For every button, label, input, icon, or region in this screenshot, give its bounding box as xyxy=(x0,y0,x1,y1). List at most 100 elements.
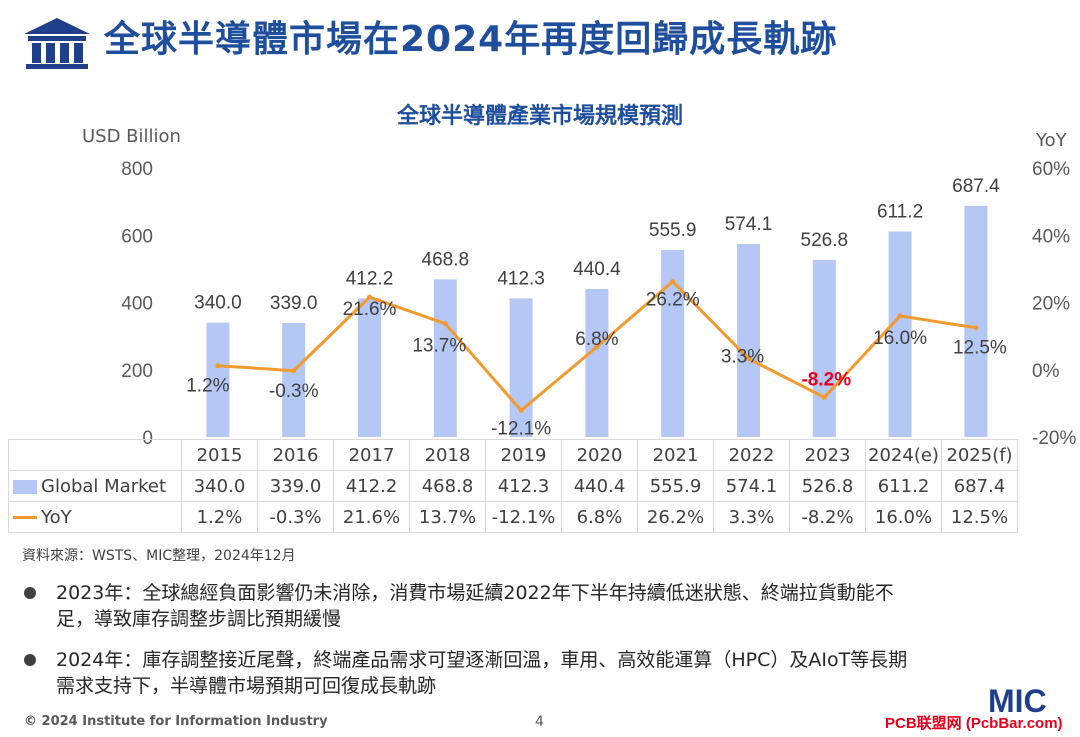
table-row-categories: 2015 2016 2017 2018 2019 2020 2021 2022 2023 2024… xyxy=(8,439,1018,471)
legend-yoy: YoY xyxy=(8,501,182,533)
page-number: 4 xyxy=(535,714,544,730)
bullet-dot-icon xyxy=(24,587,36,599)
category-tick-label: 2023 xyxy=(789,439,866,471)
table-cell-market: 687.4 xyxy=(941,470,1018,502)
right-axis-tick-label: 40% xyxy=(1032,226,1070,247)
chart-title: 全球半導體產業市場規模預測 xyxy=(396,104,683,129)
bar-2024(e) xyxy=(888,231,912,437)
table-cell-yoy: 3.3% xyxy=(713,501,790,533)
bullet-line: 2024年：庫存調整接近尾聲，終端產品需求可望逐漸回溫，車用、高效能運算（HPC… xyxy=(56,649,908,671)
table-cell-market: 611.2 xyxy=(865,470,942,502)
table-cell-yoy: -0.3% xyxy=(257,501,334,533)
yoy-line-series xyxy=(215,279,979,413)
yoy-data-label: 6.8% xyxy=(575,329,618,350)
right-axis-label: YoY xyxy=(1036,130,1067,151)
yoy-data-label: 13.7% xyxy=(412,336,466,357)
table-cell-yoy: 6.8% xyxy=(561,501,638,533)
bullet-line: 足，導致庫存調整步調比預期緩慢 xyxy=(56,608,342,630)
table-cell-yoy: -12.1% xyxy=(485,501,562,533)
table-cell-market: 340.0 xyxy=(181,470,258,502)
bar-2022 xyxy=(737,243,760,437)
table-cell-yoy: 21.6% xyxy=(333,501,410,533)
table-cell-yoy: -8.2% xyxy=(789,501,866,533)
left-axis-tick-label: 600 xyxy=(121,226,153,247)
table-cell-market: 555.9 xyxy=(637,470,714,502)
yoy-point xyxy=(442,321,448,327)
bar-data-labels: 340.0 339.0 412.2 468.8 412.3 440.4 555.9 574.1… xyxy=(194,176,1000,314)
yoy-point xyxy=(594,344,600,350)
bar-data-label: 412.3 xyxy=(497,268,545,289)
right-axis-tick-label: -20% xyxy=(1032,428,1076,449)
category-tick-label: 2025(f) xyxy=(941,439,1018,471)
table-row-yoy: YoY 1.2% -0.3% 21.6% 13.7% -12.1% 6.8% 26.2% 3.… xyxy=(8,501,1018,533)
yoy-point xyxy=(670,279,676,285)
bar-data-label: 574.1 xyxy=(725,214,773,235)
yoy-data-label: 16.0% xyxy=(873,328,927,349)
yoy-data-label: 26.2% xyxy=(646,290,700,311)
bar-2021 xyxy=(661,250,685,437)
left-axis-tick-label: 800 xyxy=(121,159,153,180)
watermark-text: PCB联盟网 (PcbBar.com) xyxy=(885,715,1063,732)
bar-series xyxy=(206,205,988,437)
market-chart: 0 200 400 600 800 -20% 0% 20% 40% 60% 340.0 339.0… xyxy=(121,159,1076,449)
category-tick-label: 2019 xyxy=(485,439,562,471)
bar-2020 xyxy=(585,288,609,437)
table-cell-yoy: 1.2% xyxy=(181,501,258,533)
yoy-data-label: 3.3% xyxy=(721,347,764,368)
bar-data-label: 412.2 xyxy=(346,268,394,289)
yoy-data-label: -12.1% xyxy=(491,418,551,439)
mic-logo: MIC xyxy=(988,683,1047,719)
bullet-dot-icon xyxy=(24,654,36,666)
yoy-point xyxy=(367,294,372,300)
table-cell-market: 468.8 xyxy=(409,470,486,502)
yoy-point xyxy=(821,394,827,400)
yoy-data-label: 12.5% xyxy=(953,338,1007,359)
copyright-text: © 2024 Institute for Information Industr… xyxy=(24,714,328,729)
bullet-item: 2023年：全球總經負面影響仍未消除，消費市場延續2022年下半年持續低迷狀態、… xyxy=(24,580,1064,632)
bar-2017 xyxy=(358,298,381,437)
bar-data-label: 687.4 xyxy=(952,176,1000,197)
right-axis-ticks: -20% 0% 20% 40% 60% xyxy=(1032,159,1076,449)
data-table: 2015 2016 2017 2018 2019 2020 2021 2022 2023 2024… xyxy=(8,439,1018,533)
yoy-point xyxy=(291,368,297,374)
institute-logo-icon xyxy=(24,18,90,69)
bar-data-label: 440.4 xyxy=(573,259,621,280)
yoy-data-label: 21.6% xyxy=(343,299,397,320)
bar-data-label: 339.0 xyxy=(270,293,318,314)
bullet-item: 2024年：庫存調整接近尾聲，終端產品需求可望逐漸回溫，車用、高效能運算（HPC… xyxy=(24,647,1064,699)
bar-data-label: 526.8 xyxy=(801,230,849,251)
page-title: 全球半導體市場在2024年再度回歸成長軌跡 xyxy=(104,19,838,60)
right-axis-tick-label: 60% xyxy=(1032,159,1070,180)
bar-data-label: 555.9 xyxy=(649,220,697,241)
category-tick-label: 2017 xyxy=(333,439,410,471)
yoy-data-labels: 1.2% -0.3% 21.6% 13.7% -12.1% 6.8% 26.2% 3.3% -8… xyxy=(186,290,1007,440)
bar-data-label: 468.8 xyxy=(422,249,470,270)
bar-2019 xyxy=(509,298,533,437)
table-corner-cell xyxy=(8,439,182,471)
bullet-line: 需求支持下，半導體市場預期可回復成長軌跡 xyxy=(56,675,437,697)
left-axis-label: USD Billion xyxy=(82,126,181,147)
yoy-data-label: -0.3% xyxy=(269,381,319,402)
left-axis-ticks: 0 200 400 600 800 xyxy=(121,159,153,449)
legend-global-market: Global Market xyxy=(8,470,182,502)
left-axis-tick-label: 0 xyxy=(142,428,153,449)
bullet-line: 2023年：全球總經負面影響仍未消除，消費市場延續2022年下半年持續低迷狀態、… xyxy=(56,582,894,604)
right-axis-tick-label: 0% xyxy=(1032,361,1060,382)
right-axis-tick-label: 20% xyxy=(1032,294,1070,315)
legend-bar-swatch xyxy=(13,479,37,494)
table-cell-market: 412.3 xyxy=(485,470,562,502)
yoy-point xyxy=(897,313,903,319)
table-cell-yoy: 13.7% xyxy=(409,501,486,533)
bar-2016 xyxy=(282,323,306,437)
bar-2018 xyxy=(433,279,457,437)
yoy-point xyxy=(746,356,751,362)
category-tick-label: 2021 xyxy=(637,439,714,471)
table-cell-market: 574.1 xyxy=(713,470,790,502)
bar-data-label: 611.2 xyxy=(877,201,923,222)
bar-data-label: 340.0 xyxy=(194,293,242,314)
category-tick-label: 2024(e) xyxy=(865,439,942,471)
table-cell-market: 412.2 xyxy=(333,470,410,502)
bar-2015 xyxy=(206,322,230,437)
left-axis-tick-label: 200 xyxy=(121,361,153,382)
bar-2025(f) xyxy=(964,205,988,437)
